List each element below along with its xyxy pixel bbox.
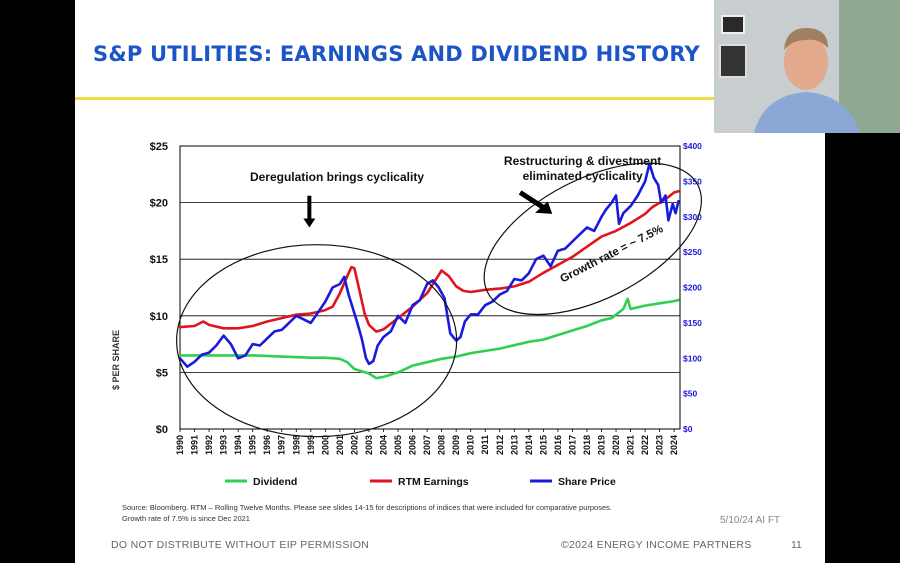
- arrow-diagonal-icon: [535, 201, 553, 214]
- x-tick-label: 2020: [611, 435, 621, 455]
- y-axis-label: $ PER SHARE: [111, 330, 121, 390]
- x-tick-label: 2013: [509, 435, 519, 455]
- growth-note: Growth rate of 7.5% is since Dec 2021: [122, 514, 250, 523]
- y2-tick-label: $300: [683, 212, 702, 222]
- x-tick-label: 2008: [437, 435, 447, 455]
- y2-tick-label: $50: [683, 389, 697, 399]
- x-tick-label: 1993: [219, 435, 229, 455]
- axes: [179, 429, 675, 432]
- x-tick-label: 2016: [553, 435, 563, 455]
- x-tick-label: 2018: [582, 435, 592, 455]
- x-tick-label: 2014: [524, 435, 534, 455]
- legend-label: Share Price: [558, 476, 616, 488]
- legend: Dividend RTM Earnings Share Price: [225, 476, 616, 488]
- x-tick-label: 2002: [349, 435, 359, 455]
- series-lines: [178, 162, 680, 380]
- y2-tick-label: $400: [683, 141, 702, 151]
- deregulation-ellipse: [176, 244, 458, 438]
- y2-tick-label: $200: [683, 283, 702, 293]
- arrow-down-icon: [303, 195, 316, 228]
- x-tick-label: 2012: [495, 435, 505, 455]
- x-tick-label: 1997: [277, 435, 287, 455]
- y-tick-label: $0: [156, 424, 168, 436]
- source-note: Source: Bloomberg. RTM – Rolling Twelve …: [122, 503, 612, 512]
- y2-tick-label: $250: [683, 247, 702, 257]
- x-tick-label: 1990: [175, 435, 185, 455]
- x-tick-label: 2006: [408, 435, 418, 455]
- y-tick-label: $5: [156, 367, 168, 379]
- x-tick-label: 2005: [393, 435, 403, 455]
- x-tick-label: 1996: [262, 435, 272, 455]
- restructuring-ellipse: [483, 162, 703, 316]
- tick-labels: $0 $5 $10 $15 $20 $25 $0 $50 $100 $150 $200 $250 $30…: [150, 141, 703, 455]
- annotation-restructuring-2: eliminated cyclicality: [523, 169, 643, 183]
- footer-disclaimer: DO NOT DISTRIBUTE WITHOUT EIP PERMISSION: [111, 539, 370, 551]
- y-tick-label: $25: [150, 141, 168, 153]
- y-tick-label: $20: [150, 198, 168, 210]
- chart: $0 $5 $10 $15 $20 $25 $0 $50 $100 $150 $200 $250 $30…: [111, 141, 703, 488]
- y2-tick-label: $350: [683, 176, 702, 186]
- slide-title: S&P UTILITIES: EARNINGS AND DIVIDEND HIS…: [93, 42, 700, 66]
- x-tick-label: 2015: [538, 435, 548, 455]
- x-tick-label: 2022: [640, 435, 650, 455]
- page-number: 11: [791, 539, 802, 551]
- arrow-shaft: [518, 190, 548, 212]
- y-tick-label: $10: [150, 311, 168, 323]
- x-tick-label: 2010: [466, 435, 476, 455]
- date-stamp: 5/10/24 AI FT: [720, 515, 781, 526]
- y-tick-label: $15: [150, 254, 168, 266]
- x-tick-label: 1992: [204, 435, 214, 455]
- x-tick-label: 1999: [306, 435, 316, 455]
- x-tick-label: 1994: [233, 435, 243, 455]
- x-tick-label: 2017: [567, 435, 577, 455]
- y2-tick-label: $100: [683, 353, 702, 363]
- legend-label: RTM Earnings: [398, 476, 469, 488]
- x-tick-label: 2019: [597, 435, 607, 455]
- y2-tick-label: $0: [683, 424, 693, 434]
- title-rule: [75, 97, 825, 100]
- y2-tick-label: $150: [683, 318, 702, 328]
- x-tick-label: 2001: [335, 435, 345, 455]
- x-tick-label: 2004: [378, 435, 388, 455]
- presenter-image: [714, 0, 900, 133]
- x-tick-label: 1998: [291, 435, 301, 455]
- x-tick-label: 2011: [480, 435, 490, 455]
- x-tick-label: 2007: [422, 435, 432, 455]
- x-tick-label: 1995: [248, 435, 258, 455]
- x-tick-label: 2023: [655, 435, 665, 455]
- x-tick-label: 1991: [190, 435, 200, 455]
- x-tick-label: 2000: [320, 435, 330, 455]
- legend-label: Dividend: [253, 476, 297, 488]
- x-tick-label: 2021: [626, 435, 636, 455]
- x-tick-label: 2003: [364, 435, 374, 455]
- x-tick-label: 2024: [669, 435, 679, 455]
- series-line-dividend: [178, 297, 680, 380]
- footer-copyright: ©2024 ENERGY INCOME PARTNERS: [561, 539, 752, 551]
- slide: S&P UTILITIES: EARNINGS AND DIVIDEND HIS…: [75, 0, 825, 563]
- annotation-restructuring-1: Restructuring & divestment: [504, 154, 661, 168]
- series-line-share-price: [178, 162, 680, 368]
- x-tick-label: 2009: [451, 435, 461, 455]
- annotation-deregulation: Deregulation brings cyclicality: [250, 170, 424, 184]
- webcam-video: [714, 0, 900, 133]
